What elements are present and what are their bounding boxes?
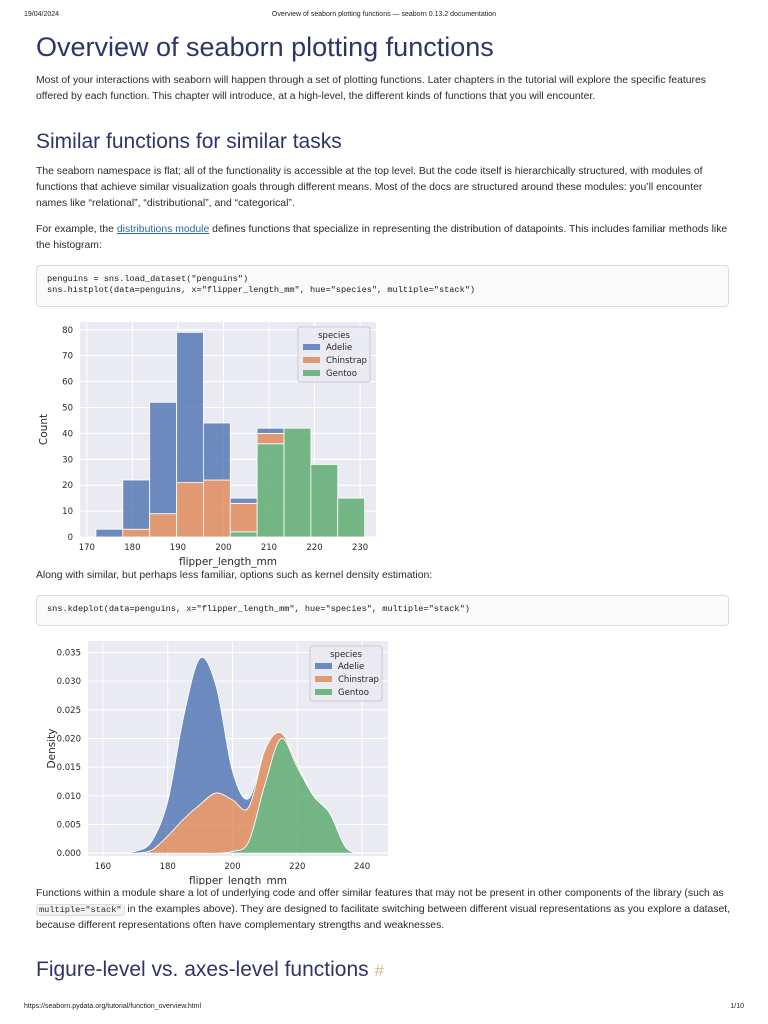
legend-label: Chinstrap (338, 675, 379, 685)
section-heading: Figure-level vs. axes-level functions # (36, 958, 384, 982)
x-tick-label: 210 (261, 543, 277, 553)
bar (256, 427, 285, 434)
x-tick-label: 180 (124, 543, 140, 553)
text: For example, the (36, 224, 117, 235)
bar (256, 432, 285, 445)
bar (256, 443, 285, 538)
legend-swatch (303, 357, 320, 363)
bar (229, 502, 258, 533)
heading-text: Figure-level vs. axes-level functions (36, 958, 369, 981)
code-block: penguins = sns.load_dataset("penguins") … (36, 265, 729, 307)
x-axis-label: flipper_length_mm (189, 875, 287, 885)
legend-label: Adelie (326, 343, 352, 353)
bar (176, 331, 204, 484)
histogram-chart: 0 10 20 30 40 50 60 70 80 170 180 190 200 210 220 230 fl… (38, 322, 376, 568)
kde-chart: 0.000 0.005 0.010 0.015 0.020 0.025 0.030 0.035… (46, 641, 388, 885)
y-tick-label: 0.005 (57, 820, 81, 830)
legend: species Adelie Chinstrap Gentoo (297, 326, 371, 383)
bar (149, 513, 177, 538)
bar (229, 497, 258, 504)
code-line: sns.histplot(data=penguins, x="flipper_l… (47, 285, 476, 295)
paragraph: The seaborn namespace is flat; all of th… (36, 166, 703, 209)
y-tick-label: 0.025 (57, 706, 81, 716)
bar (149, 401, 177, 515)
legend-box (309, 645, 383, 702)
legend: species Adelie Chinstrap Gentoo (309, 645, 383, 702)
intro-paragraph: Most of your interactions with seaborn w… (36, 75, 706, 102)
code-line: sns.kdeplot(data=penguins, x="flipper_le… (47, 604, 470, 614)
y-axis-label: Count (38, 414, 50, 445)
legend-swatch (315, 689, 332, 695)
paragraph: For example, the distributions module de… (36, 222, 734, 254)
y-tick-label: 0.010 (57, 792, 81, 802)
y-tick-label: 80 (62, 326, 73, 336)
y-tick-label: 40 (62, 429, 73, 439)
legend-label: Adelie (338, 662, 364, 672)
y-tick-label: 0.035 (57, 648, 81, 658)
x-tick-label: 200 (224, 862, 240, 872)
text: Functions within a module share a lot of… (36, 888, 724, 899)
anchor-link[interactable]: # (374, 961, 384, 980)
x-tick-label: 230 (352, 543, 368, 553)
print-title: Overview of seaborn plotting functions —… (271, 11, 497, 18)
legend-title: species (318, 331, 350, 341)
bar (176, 482, 204, 538)
print-date: 19/04/2024 (24, 11, 60, 18)
legend-box (297, 326, 371, 383)
bar (310, 464, 339, 538)
x-tick-label: 220 (306, 543, 322, 553)
bar (203, 479, 231, 538)
print-url: https://seaborn.pydata.org/tutorial/func… (24, 1003, 202, 1010)
y-tick-label: 20 (62, 481, 73, 491)
y-tick-label: 0.000 (57, 849, 81, 859)
y-tick-label: 70 (62, 352, 73, 362)
page-number: 1/10 (730, 1003, 744, 1010)
legend-label: Gentoo (338, 688, 369, 698)
x-tick-label: 170 (79, 543, 95, 553)
legend-label: Chinstrap (326, 356, 367, 366)
legend-swatch (303, 344, 320, 350)
bar (229, 531, 258, 538)
text: in the examples above). They are designe… (36, 904, 731, 931)
x-tick-label: 160 (95, 862, 111, 872)
y-tick-label: 60 (62, 378, 73, 388)
x-tick-label: 220 (289, 862, 305, 872)
bar (203, 422, 231, 481)
legend-swatch (315, 663, 332, 669)
inline-code: multiple="stack" (36, 904, 125, 916)
link[interactable]: distributions module (116, 224, 210, 235)
y-axis-label: Density (46, 729, 58, 769)
paragraph: Functions within a module share a lot of… (36, 886, 734, 934)
code-line: penguins = sns.load_dataset("penguins") (47, 274, 249, 284)
code-block: sns.kdeplot(data=penguins, x="flipper_le… (36, 595, 729, 626)
legend-swatch (315, 676, 332, 682)
paragraph: Along with similar, but perhaps less fam… (36, 570, 433, 581)
y-tick-label: 10 (62, 507, 73, 517)
y-tick-label: 0 (68, 533, 73, 543)
area (119, 656, 363, 854)
y-tick-label: 0.020 (57, 734, 81, 744)
bar (122, 528, 151, 538)
y-tick-label: 30 (62, 455, 73, 465)
y-tick-label: 0.015 (57, 763, 81, 773)
bar (283, 427, 312, 538)
page-title: Overview of seaborn plotting functions (36, 32, 494, 62)
y-tick-label: 50 (62, 403, 73, 413)
section-heading: Similar functions for similar tasks (36, 130, 342, 153)
legend-title: species (330, 650, 362, 660)
bar (122, 479, 151, 530)
x-tick-label: 190 (170, 543, 186, 553)
x-tick-label: 240 (354, 862, 370, 872)
x-tick-label: 180 (160, 862, 176, 872)
legend-label: Gentoo (326, 369, 357, 379)
bar (95, 528, 124, 538)
legend-swatch (303, 370, 320, 376)
x-axis-label: flipper_length_mm (179, 556, 277, 568)
bar (337, 497, 366, 538)
y-tick-label: 0.030 (57, 677, 81, 687)
text: defines functions that specialize in rep… (36, 224, 728, 251)
x-tick-label: 200 (215, 543, 231, 553)
